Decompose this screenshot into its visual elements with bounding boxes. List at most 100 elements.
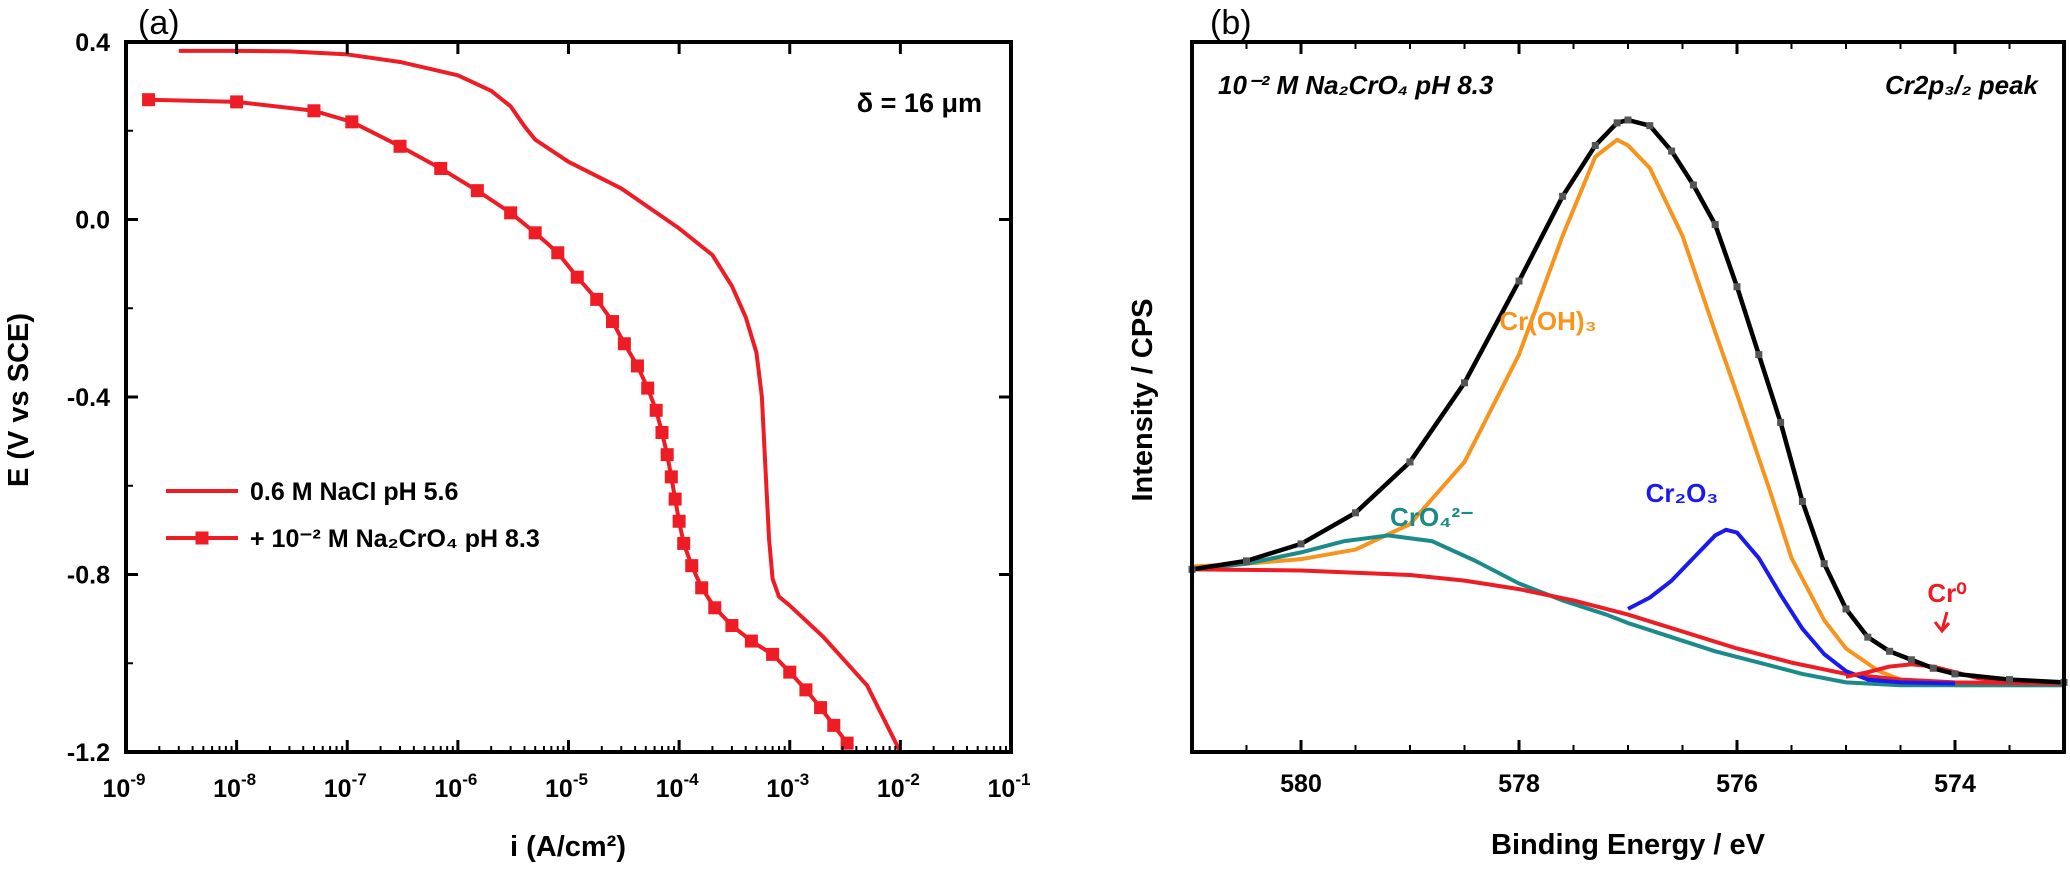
x-tick-label-b: 578 (1498, 770, 1540, 798)
series-line-a-2 (148, 97, 849, 745)
data-point-a-2 (617, 337, 631, 351)
data-point-b (1515, 277, 1523, 285)
y-axis-label-b: Intensity / CPS (1127, 298, 1159, 501)
series-line-b (1191, 137, 2064, 688)
data-point-a-2 (230, 95, 244, 109)
y-tick-label-a: -0.8 (67, 562, 110, 590)
data-point-b (1297, 540, 1305, 548)
data-point-b (1820, 560, 1828, 568)
data-point-b (1624, 116, 1632, 124)
data-point-a-2 (570, 270, 584, 284)
series-line-a-1 (178, 48, 903, 753)
x-tick-label-a: 10-2 (877, 770, 920, 803)
data-point-a-2 (630, 359, 644, 373)
data-point-a-2 (649, 403, 663, 417)
series-line-b (1191, 567, 2065, 686)
x-tick-label-a: 10-6 (434, 770, 477, 803)
data-point-a-2 (434, 161, 448, 175)
panel-label-a: (a) (138, 4, 180, 42)
data-point-a-2 (783, 665, 797, 679)
data-point-b (1243, 557, 1250, 565)
peak-label-b: Cr₂O₃ (1646, 478, 1719, 508)
data-point-a-2 (672, 514, 686, 528)
data-point-b (1406, 458, 1414, 466)
data-point-a-2 (606, 315, 620, 329)
data-point-b (1711, 221, 1719, 229)
peak-label-b: Cr(OH)₃ (1499, 306, 1596, 336)
data-point-a-2 (664, 470, 678, 484)
x-axis-label-b: Binding Energy / eV (1491, 829, 1766, 861)
data-point-a-2 (590, 292, 604, 306)
annotation-delta: δ = 16 μm (857, 88, 982, 118)
data-point-a-2 (142, 93, 156, 107)
legend-a: 0.6 M NaCl pH 5.6 + 10⁻² M Na₂CrO₄ pH 8.3 (166, 478, 540, 553)
data-point-b (1646, 122, 1654, 130)
data-point-a-2 (766, 647, 780, 661)
x-axis-label-a: i (A/cm²) (510, 831, 626, 863)
data-point-b (1689, 181, 1697, 189)
data-point-a-2 (668, 492, 682, 506)
data-point-a-2 (677, 536, 691, 550)
chart-panel-a: (a) 10-9 10-8 10-7 10-6 10-5 10-4 10-3 10-2 10-1… (3, 4, 1030, 863)
y-tick-label-a: 0.0 (75, 207, 110, 235)
data-point-b (1864, 633, 1872, 641)
peak-label-b: CrO₄²⁻ (1390, 502, 1474, 532)
data-point-b (1559, 192, 1567, 200)
x-tick-label-b: 580 (1280, 770, 1322, 798)
data-point-a-2 (744, 634, 758, 648)
data-point-b (2006, 676, 2013, 684)
data-point-a-2 (345, 115, 359, 129)
y-tick-label-a: -1.2 (67, 739, 110, 767)
data-point-a-2 (641, 381, 655, 395)
chart-panel-b: (b) 580 578 576 574 10⁻² M Na₂CrO₄ pH 8.3 C… (1127, 4, 2068, 861)
data-point-a-2 (827, 718, 841, 732)
data-point-b (1755, 351, 1763, 359)
y-tick-label-a: 0.4 (75, 29, 110, 57)
peak-label-b: Cr⁰ (1927, 578, 1966, 608)
data-point-b (1591, 141, 1599, 149)
data-point-a-2 (695, 581, 709, 595)
x-tick-label-a: 10-3 (766, 770, 809, 803)
data-point-b (1668, 147, 1676, 155)
series-line-b (1627, 527, 1956, 686)
y-axis-label-a: E (V vs SCE) (3, 313, 35, 487)
data-point-a-2 (470, 184, 484, 198)
legend-marker-a-2 (195, 531, 209, 545)
data-point-b (1352, 509, 1359, 517)
legend-label-a-1: 0.6 M NaCl pH 5.6 (250, 478, 458, 506)
data-point-b (1461, 379, 1468, 387)
data-point-b (1777, 418, 1785, 426)
data-point-a-2 (504, 206, 518, 220)
x-tick-label-a: 10-8 (213, 770, 256, 803)
plot-frame-b (1190, 40, 2066, 754)
x-tick-label-b: 576 (1716, 770, 1758, 798)
data-point-a-2 (708, 601, 722, 615)
x-tick-label-a: 10-7 (324, 770, 367, 803)
x-tick-label-a: 10-4 (656, 770, 699, 803)
legend-label-a-2: + 10⁻² M Na₂CrO₄ pH 8.3 (250, 525, 540, 553)
data-point-b (1842, 605, 1850, 613)
data-point-a-2 (307, 104, 321, 118)
data-point-a-2 (551, 246, 565, 260)
x-tick-label-a: 10-1 (988, 770, 1031, 803)
axes-layer-a: 10-9 10-8 10-7 10-6 10-5 10-4 10-3 10-2 10-1 -1.2… (67, 29, 1031, 803)
data-point-a-2 (393, 139, 407, 153)
data-point-a-2 (685, 559, 699, 573)
data-point-a-2 (655, 426, 669, 439)
title-left-b: 10⁻² M Na₂CrO₄ pH 8.3 (1218, 70, 1494, 100)
x-tick-label-b: 574 (1934, 770, 1976, 798)
data-point-b (1733, 283, 1741, 291)
x-tick-label-a: 10-9 (103, 770, 146, 803)
data-point-b (1798, 498, 1806, 506)
peak-labels-b: Cr(OH)₃ CrO₄²⁻ Cr₂O₃ Cr⁰ (1390, 306, 1967, 634)
data-point-b (1886, 647, 1894, 655)
axes-layer-b: 580 578 576 574 (1191, 42, 2065, 798)
data-point-a-2 (814, 701, 828, 715)
y-tick-label-a: -0.4 (67, 384, 110, 412)
series-layer-a (142, 48, 903, 753)
data-point-a-2 (799, 683, 813, 697)
data-point-a-2 (840, 736, 854, 750)
series-layer-b (1188, 116, 2068, 688)
x-tick-label-a: 10-5 (545, 770, 588, 803)
